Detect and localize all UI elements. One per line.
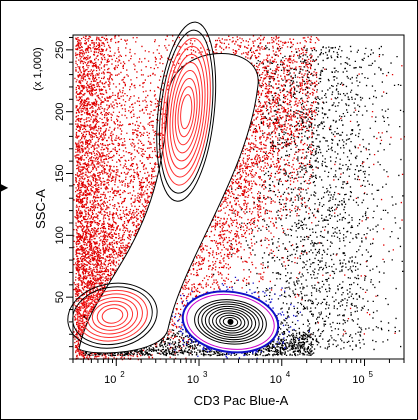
contour-lines: [67, 21, 280, 354]
x-tick-label: 10: [187, 374, 199, 386]
granulocyte-contour: [166, 53, 206, 170]
cd3-contour: [204, 305, 257, 338]
y-tick-label: 50: [54, 291, 66, 303]
x-tick-exponent: 2: [120, 370, 125, 379]
x-tick-exponent: 3: [203, 370, 208, 379]
cd3-contour: [222, 316, 239, 327]
cd3-contour: [208, 308, 253, 336]
x-tick-exponent: 5: [369, 370, 374, 379]
granulocyte-contour: [164, 45, 209, 178]
monocyte-contour: [67, 282, 158, 349]
monocyte-contour: [96, 304, 129, 328]
y-axis-title: SSC-A: [33, 189, 48, 229]
axes: 10 2 10 3 10 4 10 5 50 100 150 200 250 ▶: [1, 34, 405, 386]
monocyte-contour: [101, 307, 124, 324]
granulocyte-contour: [158, 29, 214, 194]
granulocyte-contour: [156, 21, 217, 202]
y-tick-label: 100: [54, 226, 66, 244]
monocyte-contour: [77, 289, 148, 342]
main-contour-outline: [78, 53, 259, 354]
x-axis-title: CD3 Pac Blue-A: [194, 393, 289, 408]
axis-labels: CD3 Pac Blue-A SSC-A (x 1,000): [32, 47, 289, 408]
cd3-contour: [219, 314, 242, 330]
monocyte-contour: [91, 300, 134, 331]
granulocyte-contour: [174, 78, 198, 146]
population-marker-arrow: ▶: [1, 180, 9, 194]
y-tick-label: 150: [54, 164, 66, 182]
cd3-contour: [194, 299, 267, 345]
x-tick-label: 10: [352, 374, 364, 386]
x-tick-label: 10: [270, 374, 282, 386]
cd3-contour: [212, 310, 249, 334]
monocyte-contour: [82, 293, 143, 338]
y-axis-multiplier: (x 1,000): [32, 47, 44, 90]
cd3-center-dot: [227, 318, 234, 325]
cd3-contour: [215, 312, 246, 332]
granulocyte-contour: [180, 94, 193, 130]
x-tick-exponent: 4: [286, 370, 291, 379]
granulocyte-contour: [169, 61, 203, 162]
granulocyte-contour: [172, 69, 201, 154]
cd3-contour: [201, 303, 260, 341]
x-tick-label: 10: [104, 374, 116, 386]
monocyte-contour: [86, 297, 138, 335]
granulocyte-contour: [161, 37, 211, 186]
y-tick-label: 250: [54, 41, 66, 59]
granulocyte-contour: [177, 86, 195, 138]
cd3-contour: [197, 301, 264, 343]
y-tick-label: 200: [54, 102, 66, 120]
cd3-gate-inner-outline: [186, 293, 275, 350]
